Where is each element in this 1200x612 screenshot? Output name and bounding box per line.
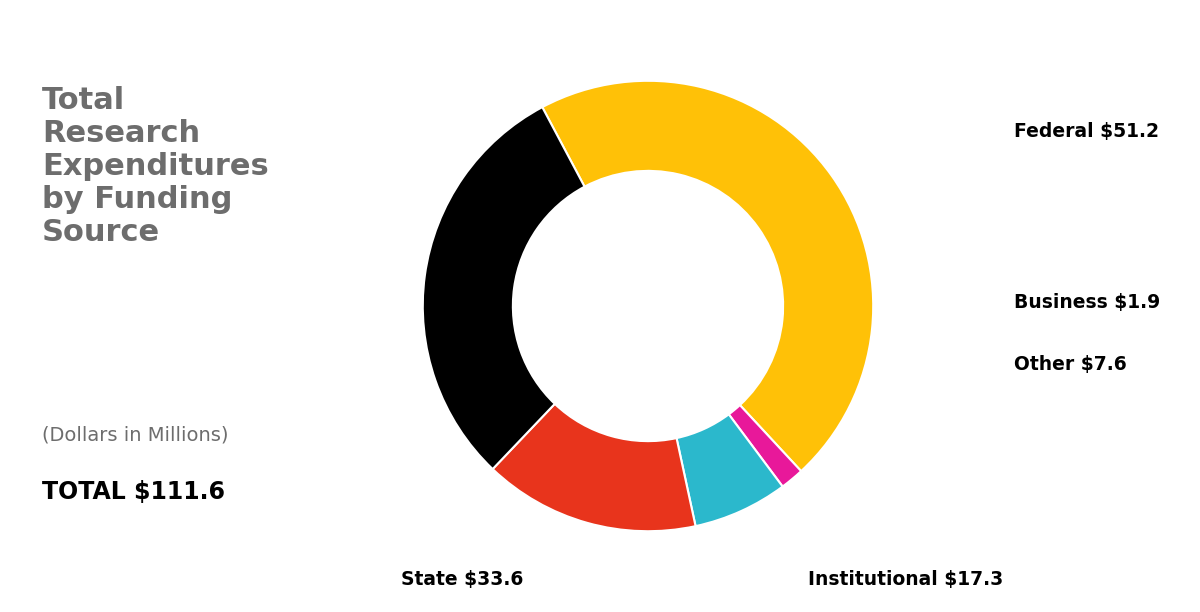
- Text: State $33.6: State $33.6: [401, 570, 523, 589]
- Wedge shape: [493, 404, 696, 531]
- Wedge shape: [542, 81, 874, 471]
- Text: Institutional $17.3: Institutional $17.3: [809, 570, 1003, 589]
- Text: (Dollars in Millions): (Dollars in Millions): [42, 425, 228, 444]
- Wedge shape: [422, 107, 584, 469]
- Wedge shape: [728, 405, 802, 487]
- Text: Other $7.6: Other $7.6: [1014, 354, 1127, 374]
- Text: Federal $51.2: Federal $51.2: [1014, 122, 1159, 141]
- Text: Business $1.9: Business $1.9: [1014, 293, 1160, 313]
- Text: TOTAL $111.6: TOTAL $111.6: [42, 480, 226, 504]
- Text: Total
Research
Expenditures
by Funding
Source: Total Research Expenditures by Funding S…: [42, 86, 269, 247]
- Wedge shape: [677, 414, 782, 526]
